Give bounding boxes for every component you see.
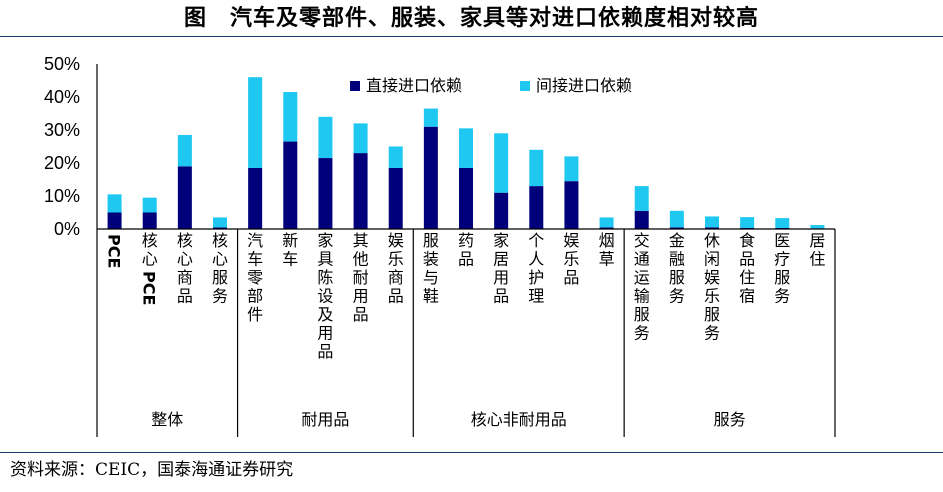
bar-segment xyxy=(564,156,579,182)
title-divider xyxy=(0,36,943,37)
bar-segment xyxy=(213,217,227,228)
bar-segment xyxy=(423,108,438,127)
category-label: 居住 xyxy=(809,231,825,269)
bar-segment xyxy=(740,217,755,229)
bar-segment xyxy=(213,227,227,229)
bar-segment xyxy=(810,225,825,229)
bar-segment xyxy=(529,149,544,187)
bar-segment xyxy=(669,210,684,228)
bar-segment xyxy=(705,227,719,229)
bar-segment xyxy=(599,227,614,229)
group-label: 耐用品 xyxy=(301,410,349,429)
legend-label: 间接进口依赖 xyxy=(536,76,632,95)
bar-segment xyxy=(248,77,263,168)
category-label: 核心 xyxy=(142,231,158,269)
category-label: 家具陈设及用品 xyxy=(317,231,333,361)
bar-segment xyxy=(669,227,684,229)
bar-segment xyxy=(634,186,649,211)
y-tick-label: 0% xyxy=(54,219,80,239)
bar-segment xyxy=(283,92,298,142)
bar-segment xyxy=(107,212,122,229)
legend-swatch xyxy=(520,81,530,91)
bar-segment xyxy=(599,217,614,228)
bar-segment xyxy=(459,167,473,229)
category-label: 娱乐品 xyxy=(563,231,579,287)
bar-segment xyxy=(634,210,649,229)
bar-segment xyxy=(142,212,157,229)
bar-segment xyxy=(564,181,579,229)
bar-segment xyxy=(529,186,544,229)
category-label: 服装与鞋 xyxy=(423,231,439,306)
bar-segment xyxy=(459,128,473,168)
y-tick-label: 30% xyxy=(44,120,80,140)
y-tick-label: 20% xyxy=(44,153,80,173)
bar-segment xyxy=(283,141,298,229)
group-label: 服务 xyxy=(714,410,746,429)
y-tick-label: 10% xyxy=(44,186,80,206)
category-label: 烟草 xyxy=(599,231,615,269)
source-note: 资料来源：CEIC，国泰海通证券研究 xyxy=(10,460,294,480)
category-label: 食品住宿 xyxy=(739,231,755,306)
bar-segment xyxy=(388,146,403,168)
bar-segment xyxy=(494,133,509,193)
bar-segment xyxy=(388,167,403,229)
bar-segment xyxy=(494,192,509,229)
category-label: 核心服务 xyxy=(212,231,228,306)
category-label: 金融服务 xyxy=(669,231,685,306)
bar-segment xyxy=(705,216,719,228)
bar-segment xyxy=(177,134,192,167)
bar-segment xyxy=(353,123,368,154)
category-label: 家居用品 xyxy=(493,231,509,306)
category-label: 医疗服务 xyxy=(774,231,790,306)
bar-segment xyxy=(353,153,368,229)
chart-title: 图 汽车及零部件、服装、家具等对进口依赖度相对较高 xyxy=(183,6,759,31)
category-label: 汽车零部件 xyxy=(247,231,263,324)
stacked-bar-chart: 0% 10% 20% 30% 40% 50% 整体 耐用品 核心非耐用品 服务 PCE 核心 PCE 核心… xyxy=(44,54,836,437)
bar-segment xyxy=(318,116,333,159)
group-label: 核心非耐用品 xyxy=(471,410,567,429)
legend-swatch xyxy=(350,81,360,91)
category-label-latin: PCE xyxy=(140,271,159,305)
bar-segment xyxy=(775,218,790,229)
category-label: 个人护理 xyxy=(528,231,544,306)
category-label: 核心商品 xyxy=(177,231,193,306)
category-label: 休闲娱乐服务 xyxy=(704,231,720,343)
bar-segment xyxy=(248,167,263,229)
category-label: 新车 xyxy=(282,231,298,269)
category-label: 其他耐用品 xyxy=(353,231,369,324)
bar-segment xyxy=(423,126,438,229)
bar-segment xyxy=(318,158,333,229)
bar-segment xyxy=(177,166,192,229)
category-label: 交通运输服务 xyxy=(634,231,650,343)
y-tick-label: 40% xyxy=(44,87,80,107)
source-divider xyxy=(0,452,943,453)
y-tick-label: 50% xyxy=(44,54,80,74)
bar-segment xyxy=(142,197,157,213)
category-label-latin: PCE xyxy=(105,234,124,268)
group-label: 整体 xyxy=(151,410,183,429)
category-label: 药品 xyxy=(458,231,474,269)
bar-segment xyxy=(107,194,122,213)
category-label: 娱乐商品 xyxy=(388,231,404,306)
legend-label: 直接进口依赖 xyxy=(366,76,462,95)
